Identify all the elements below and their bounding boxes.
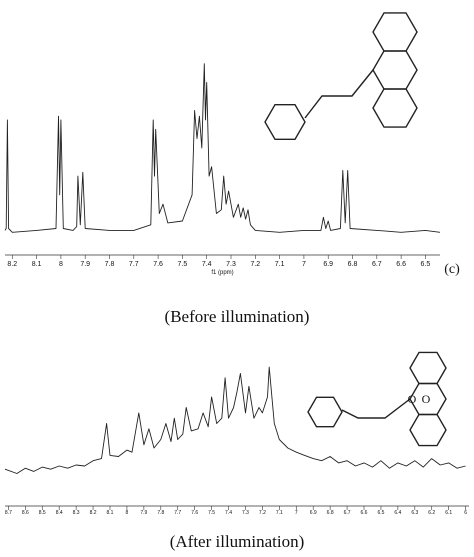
x-tick-label: 7.1	[275, 261, 285, 268]
x-tick-label: 8.6	[22, 510, 29, 516]
x-tick-label: 7.7	[174, 510, 181, 516]
x-tick-label: 7.8	[157, 510, 164, 516]
x-tick-label: 6.5	[421, 261, 431, 268]
x-tick-label: 6.7	[372, 261, 382, 268]
x-tick-label: 7.6	[191, 510, 198, 516]
x-tick-label: 8.4	[56, 510, 63, 516]
x-tick-label: 8.3	[73, 510, 80, 516]
ring	[307, 396, 343, 428]
x-tick-label: 7.3	[226, 261, 236, 268]
atom-label: O	[422, 392, 431, 406]
x-tick-label: 7.2	[250, 261, 260, 268]
x-tick-label: 7.3	[242, 510, 249, 516]
atom-label: O	[408, 392, 417, 406]
x-tick-label: 7.1	[276, 510, 283, 516]
caption: (After illumination)	[170, 532, 305, 551]
x-tick-label: 8	[126, 510, 129, 516]
x-tick-label: 7.8	[105, 261, 115, 268]
x-tick-label: 6.9	[323, 261, 333, 268]
x-tick-label: 6.1	[445, 510, 452, 516]
x-tick-label: 6.5	[377, 510, 384, 516]
x-tick-label: 6.7	[344, 510, 351, 516]
x-tick-label: 6.9	[310, 510, 317, 516]
x-tick-label: 8.7	[5, 510, 12, 516]
x-tick-label: 6.2	[428, 510, 435, 516]
x-tick-label: 7.5	[208, 510, 215, 516]
x-tick-label: 7.4	[225, 510, 232, 516]
x-tick-label: 7.6	[153, 261, 163, 268]
spectrum-line	[4, 63, 441, 233]
x-tick-label: 8	[59, 261, 63, 268]
x-tick-label: 7	[302, 261, 306, 268]
x-tick-label: 6.4	[394, 510, 401, 516]
x-tick-label: 8.5	[39, 510, 46, 516]
x-axis-label: f1 (ppm)	[211, 270, 233, 276]
ring	[409, 351, 447, 385]
x-tick-label: 7.9	[140, 510, 147, 516]
x-tick-label: 6.6	[396, 261, 406, 268]
x-tick-label: 8.1	[32, 261, 42, 268]
spectrum-line	[4, 366, 466, 474]
ring	[372, 88, 418, 128]
x-tick-label: 6	[464, 510, 467, 516]
x-tick-label: 7.5	[178, 261, 188, 268]
caption: (Before illumination)	[165, 307, 310, 326]
x-tick-label: 7.2	[259, 510, 266, 516]
x-tick-label: 8.1	[107, 510, 114, 516]
x-tick-label: 7	[295, 510, 298, 516]
x-tick-label: 7.7	[129, 261, 139, 268]
x-tick-label: 7.9	[80, 261, 90, 268]
x-tick-label: 6.3	[411, 510, 418, 516]
x-tick-label: 6.8	[327, 510, 334, 516]
vinyl-bond	[341, 398, 411, 419]
x-tick-label: 6.6	[361, 510, 368, 516]
ring	[372, 12, 418, 52]
x-tick-label: 8.2	[90, 510, 97, 516]
x-tick-label: 7.4	[202, 261, 212, 268]
x-tick-label: 6.8	[348, 261, 358, 268]
vinyl-bond	[304, 69, 374, 119]
panel-label: (c)	[444, 262, 460, 277]
ring	[409, 413, 447, 447]
ring	[264, 103, 306, 141]
x-tick-label: 8.2	[7, 261, 17, 268]
ring	[372, 50, 418, 90]
